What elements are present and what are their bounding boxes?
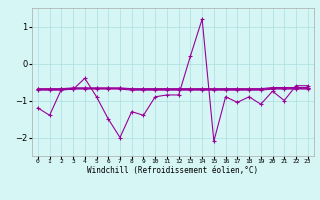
X-axis label: Windchill (Refroidissement éolien,°C): Windchill (Refroidissement éolien,°C) — [87, 166, 258, 175]
